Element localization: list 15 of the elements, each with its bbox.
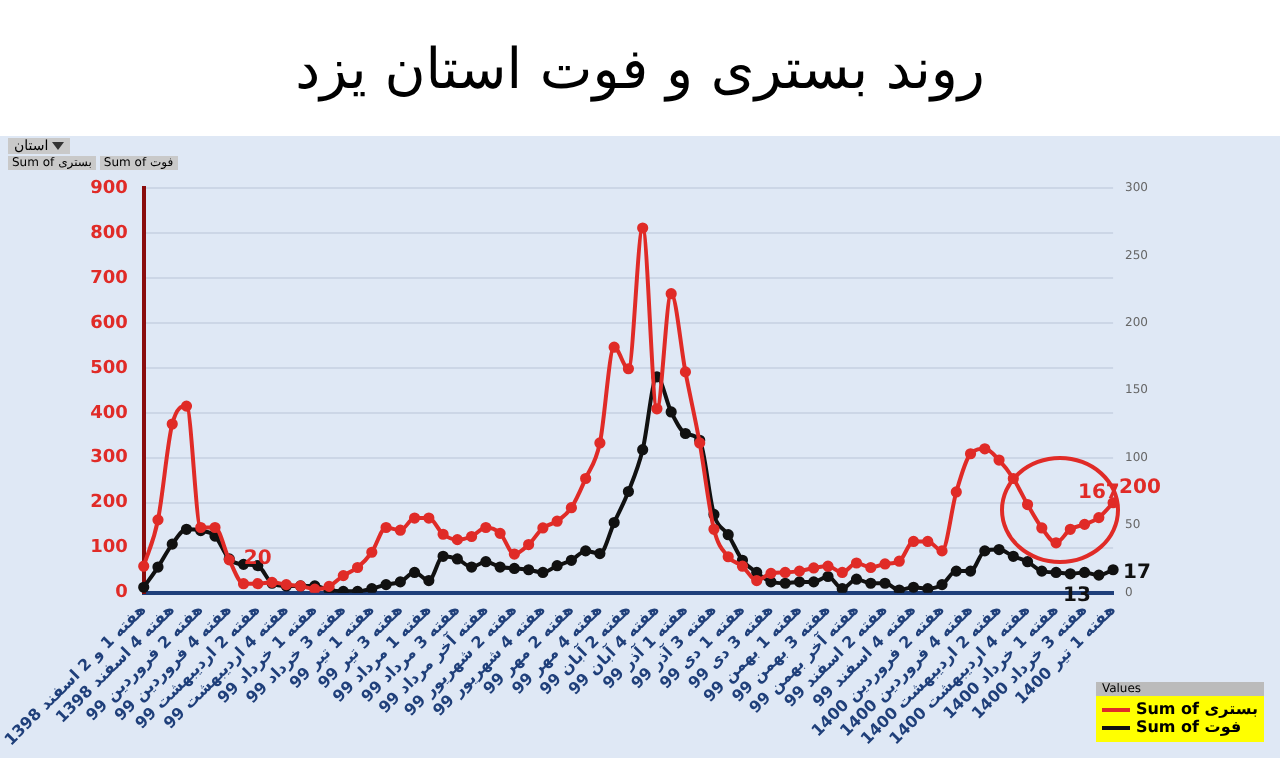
y-tick-label: 400 [90,403,128,424]
data-label: 200 [1119,476,1161,499]
y-tick-label: 700 [90,268,128,289]
y-tick-label: 200 [90,493,128,514]
y-tick-label: 800 [90,223,128,244]
y-tick-label: 100 [90,538,128,559]
data-label: 17 [1123,561,1152,584]
y-tick-label: 600 [90,313,128,334]
y-tick-label: 900 [90,178,128,199]
chart-title: روند بستری و فوت استان یزد [0,0,1280,136]
legend-label: Sum of فوت [1135,718,1242,736]
y-tick-label: 300 [90,448,128,469]
y-tick-label: 0 [115,583,128,604]
legend-label: Sum of بستری [1135,700,1258,718]
y-tick-label: 500 [90,358,128,379]
